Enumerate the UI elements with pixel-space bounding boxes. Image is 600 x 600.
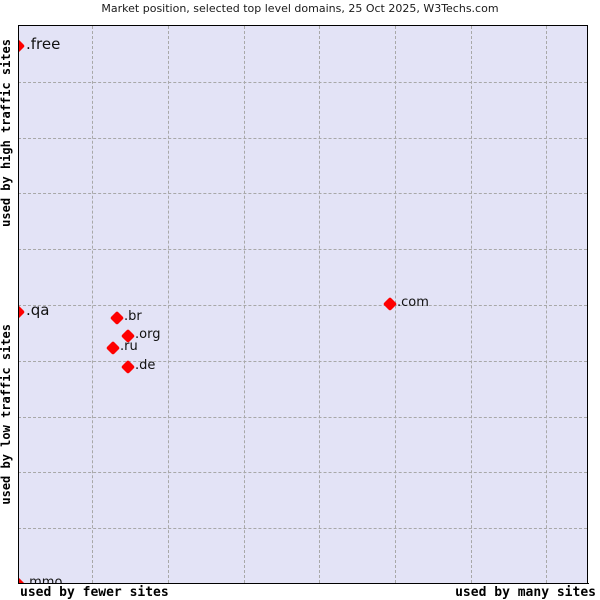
x-axis-label-fewer: used by fewer sites <box>20 585 169 600</box>
gridline-horizontal <box>18 416 587 418</box>
gridline-horizontal <box>18 137 587 139</box>
gridline-horizontal <box>18 472 587 474</box>
gridline-horizontal <box>18 528 587 530</box>
point-label: .br <box>124 309 142 324</box>
y-axis-line <box>18 25 19 584</box>
y-axis-label-low: used by low traffic sites <box>0 324 13 505</box>
point-label: .free <box>26 35 61 53</box>
gridline-vertical <box>92 26 94 583</box>
point-marker-icon <box>105 340 121 356</box>
x-axis-label-many: used by many sites <box>455 585 596 600</box>
point-marker-icon <box>18 304 26 320</box>
point-label: .com <box>397 295 429 310</box>
gridline-vertical <box>545 26 547 583</box>
gridline-horizontal <box>18 81 587 83</box>
plot-area: .free .qa .br .org .ru .de .com .mmo <box>18 25 588 583</box>
point-label: .qa <box>26 301 50 319</box>
point-marker-icon <box>120 359 136 375</box>
point-label: .org <box>135 327 161 342</box>
point-label: .ru <box>120 339 138 354</box>
point-marker-icon <box>18 38 26 54</box>
gridline-horizontal <box>18 193 587 195</box>
point-marker-icon <box>109 310 125 326</box>
gridline-vertical <box>470 26 472 583</box>
gridline-vertical <box>318 26 320 583</box>
gridline-vertical <box>167 26 169 583</box>
gridline-horizontal <box>18 249 587 251</box>
point-label: .de <box>135 358 156 373</box>
point-label: .mmo <box>25 575 63 583</box>
y-axis-label-high: used by high traffic sites <box>0 39 13 227</box>
gridline-horizontal <box>18 360 587 362</box>
x-axis-line <box>18 583 589 584</box>
gridline-vertical <box>243 26 245 583</box>
chart-title: Market position, selected top level doma… <box>101 2 499 15</box>
gridline-horizontal <box>18 305 587 306</box>
